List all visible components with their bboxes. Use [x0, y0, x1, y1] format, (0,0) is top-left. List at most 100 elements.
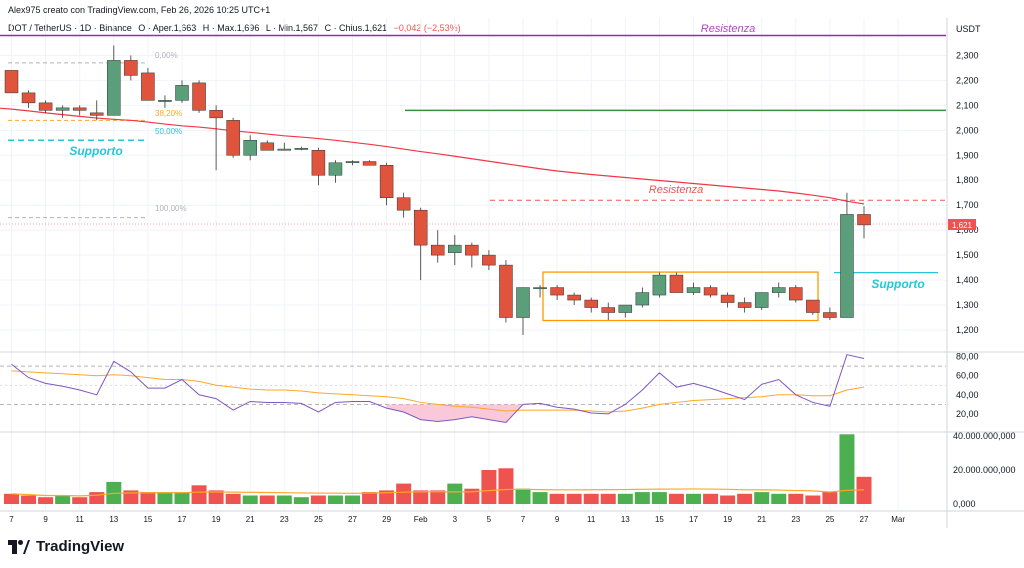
volume-bar	[327, 495, 343, 504]
time-tick-label: 9	[555, 515, 560, 524]
volume-tick-label: 0,000	[953, 499, 976, 509]
time-tick-label: 23	[280, 515, 289, 524]
rsi-tick-label: 80,00	[956, 352, 979, 362]
time-tick-label: 27	[348, 515, 357, 524]
candle-body	[686, 287, 701, 293]
time-tick-label: 25	[314, 515, 323, 524]
price-axis-currency: USDT	[956, 24, 981, 34]
time-tick-label: 27	[860, 515, 869, 524]
candle-body	[362, 161, 377, 166]
candle-body	[4, 70, 19, 94]
time-tick-label: 25	[825, 515, 834, 524]
fib-382-label: 38,20%	[155, 109, 182, 118]
candle-body	[328, 162, 343, 176]
candle-body	[772, 287, 786, 293]
candle-body	[567, 294, 581, 301]
level-lines	[0, 34, 946, 322]
support-right-label: Supporto	[871, 277, 924, 291]
volume-bar	[754, 492, 770, 504]
candle-body	[618, 304, 633, 313]
volume-bar	[668, 493, 684, 504]
candle-body	[243, 140, 257, 156]
volume-bar	[617, 493, 633, 504]
last-price-badge	[948, 219, 976, 230]
volume-bar	[839, 434, 855, 504]
candle-body	[806, 299, 820, 313]
time-tick-label: 19	[723, 515, 732, 524]
time-tick-label: 13	[109, 515, 118, 524]
volume-bar	[55, 495, 71, 504]
candle-body	[277, 148, 292, 151]
volume-bar	[549, 493, 565, 504]
candle-body	[379, 165, 394, 198]
volume-bar	[345, 495, 360, 504]
time-tick-label: Feb	[414, 515, 428, 524]
candle-body	[124, 60, 138, 76]
ohlc-legend: DOT / TetherUS · 1D · Binance O · Aper.1…	[8, 23, 465, 33]
candle-body	[465, 244, 479, 256]
volume-bar	[447, 483, 463, 504]
candle-body	[737, 302, 752, 308]
chart-panes	[0, 18, 1024, 528]
candle-body	[192, 82, 206, 111]
time-tick-label: 13	[621, 515, 630, 524]
time-tick-label: 17	[178, 515, 187, 524]
candle-body	[652, 274, 667, 296]
candle-body	[499, 264, 513, 318]
tradingview-icon	[8, 539, 30, 554]
support-left-label: Supporto	[69, 144, 122, 158]
candle-body	[669, 274, 684, 293]
volume-bar	[822, 492, 838, 504]
candle-body	[584, 299, 598, 308]
candle-body	[482, 254, 496, 266]
fib-100-label: 100,00%	[155, 204, 187, 213]
tradingview-logo[interactable]: TradingView	[8, 538, 124, 555]
volume-bar	[481, 470, 497, 504]
price-tick-label: 1,200	[956, 325, 979, 335]
volume-bar	[600, 493, 616, 504]
time-tick-label: 5	[487, 515, 492, 524]
time-tick-label: 11	[587, 515, 596, 524]
candle-series	[4, 45, 871, 335]
candle-body	[823, 312, 837, 318]
volume-bar	[856, 476, 872, 504]
candle-body	[72, 107, 87, 111]
volume-bar	[651, 492, 667, 504]
resistance-top-label: Resistenza	[701, 23, 755, 35]
volume-bar	[38, 497, 54, 504]
volume-bar	[310, 495, 326, 504]
change-value: −0,042 (−2,53%)	[393, 23, 461, 33]
volume-bar	[720, 495, 736, 504]
candle-body	[533, 287, 547, 290]
rsi-tick-label: 20,00	[956, 409, 979, 419]
volume-bar	[157, 492, 173, 504]
time-tick-label: 17	[689, 515, 698, 524]
resistance-mid-label: Resistenza	[649, 184, 703, 196]
candle-body	[226, 120, 240, 156]
price-tick-label: 1,500	[956, 250, 979, 260]
candle-body	[857, 214, 871, 226]
time-tick-label: 3	[453, 515, 458, 524]
candle-body	[21, 92, 36, 104]
volume-bar	[123, 490, 139, 504]
last-price-marker: 1,621	[948, 219, 976, 230]
volume-bar	[89, 492, 105, 504]
volume-bar	[379, 490, 395, 504]
low-value: L · Min.1,567	[265, 23, 319, 33]
rsi-ma-line	[11, 370, 865, 413]
volume-bar	[498, 468, 514, 504]
price-tick-label: 1,400	[956, 275, 979, 285]
time-tick-label: 7	[521, 515, 526, 524]
volume-pane	[4, 434, 872, 504]
volume-bar	[532, 492, 548, 504]
price-tick-label: 1,800	[956, 175, 979, 185]
candle-body	[789, 287, 803, 301]
price-tick-label: 1,900	[956, 150, 979, 160]
candle-body	[703, 287, 718, 296]
volume-tick-label: 20.000.000,000	[953, 465, 1016, 475]
volume-bar	[515, 488, 531, 504]
volume-bar	[276, 495, 292, 504]
candle-body	[141, 72, 155, 101]
volume-bar	[140, 492, 156, 504]
